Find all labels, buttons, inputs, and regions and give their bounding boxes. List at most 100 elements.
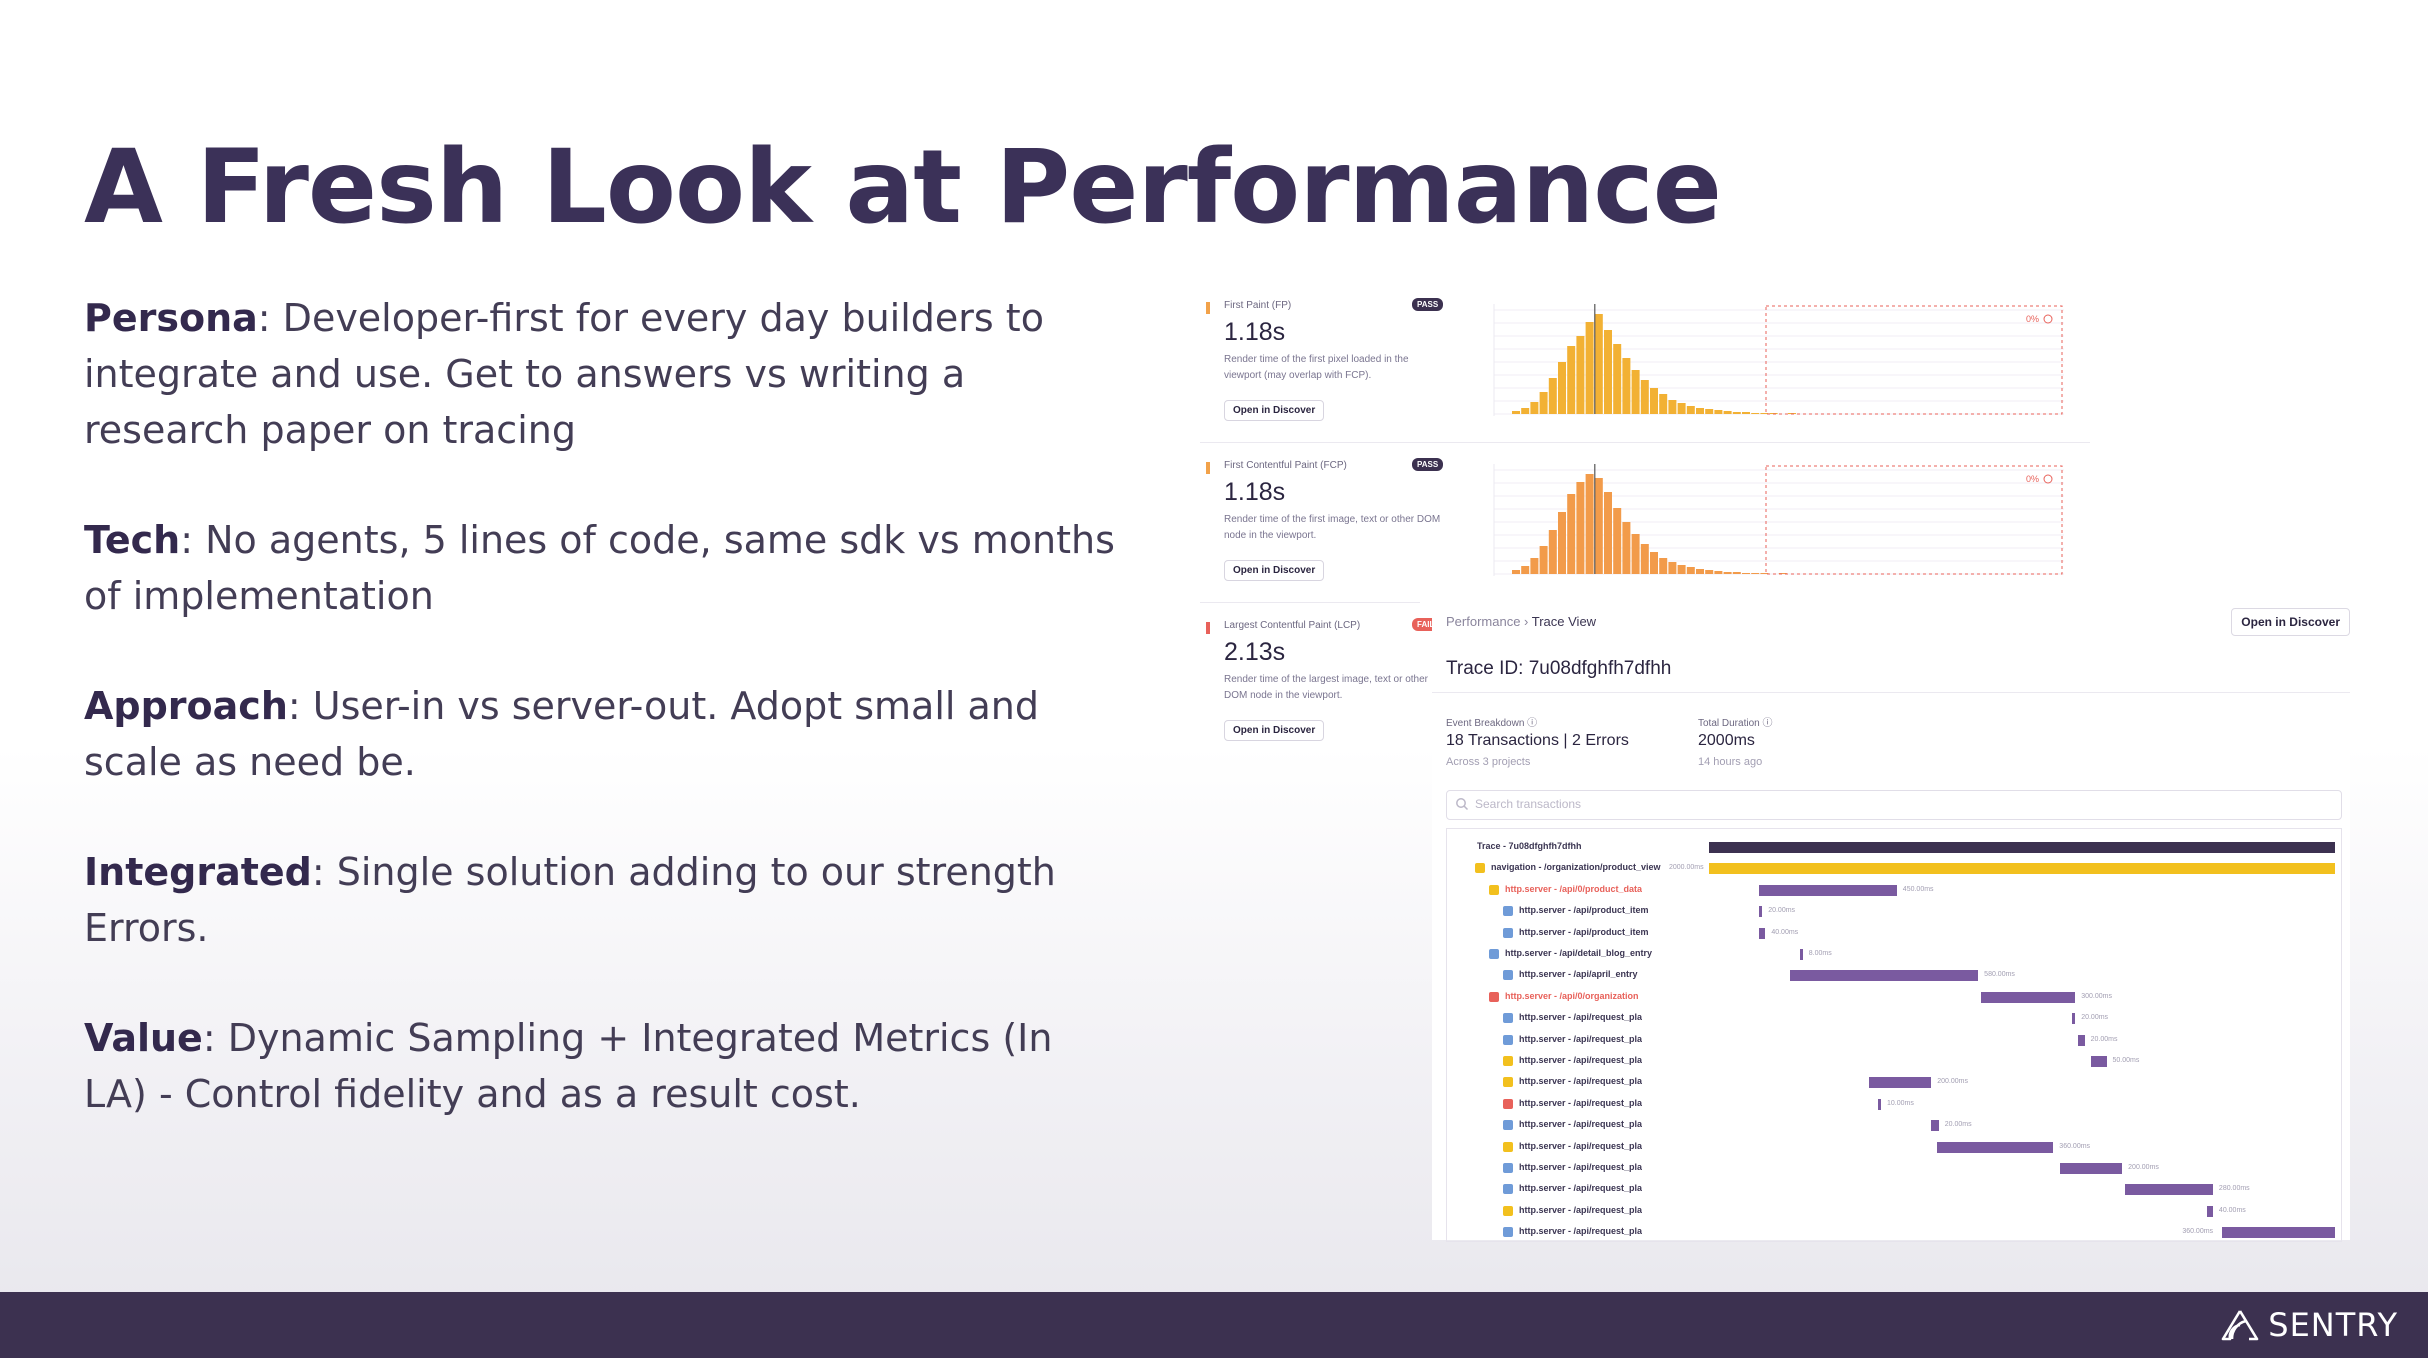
span-label: http.server - /api/request_pla — [1519, 1055, 1643, 1065]
histogram-bar — [1576, 336, 1585, 414]
span-duration: 360.00ms — [2182, 1228, 2214, 1236]
open-in-discover-button[interactable]: Open in Discover — [2231, 608, 2350, 636]
span-label: http.server - /api/april_entry — [1519, 969, 1638, 980]
histogram-bar — [1585, 322, 1594, 414]
table-row[interactable]: http.server - /api/request_pla 20.00ms — [1447, 1008, 2341, 1029]
search-icon — [1456, 798, 1469, 811]
span-bar — [1799, 949, 1803, 960]
histogram-bar — [1539, 546, 1548, 574]
span-bar — [1759, 884, 1897, 896]
histogram-bar — [1512, 411, 1520, 414]
table-row[interactable]: http.server - /api/request_pla 40.00ms — [1447, 1201, 2341, 1222]
status-badge: PASS — [1412, 458, 1444, 471]
histogram-bar — [1585, 474, 1594, 574]
table-row[interactable]: http.server - /api/request_pla 200.00ms — [1447, 1072, 2341, 1093]
histogram-bar — [1723, 572, 1732, 574]
span-icon — [1489, 949, 1499, 959]
warning-icon — [1489, 884, 1499, 895]
warning-icon — [1503, 1056, 1513, 1066]
table-row[interactable]: navigation - /organization/product_view 2… — [1447, 858, 2341, 879]
open-in-discover-button[interactable]: Open in Discover — [1224, 560, 1325, 581]
divider — [1200, 442, 2090, 443]
table-row[interactable]: Trace - 7u08dfghfh7dfhh — [1447, 837, 2341, 858]
histogram-bar — [1548, 530, 1557, 574]
table-row[interactable]: http.server - /api/request_pla 360.00ms — [1447, 1137, 2341, 1158]
breadcrumb-performance[interactable]: Performance — [1446, 614, 1521, 629]
slide-title: A Fresh Look at Performance — [84, 128, 1722, 247]
divider — [1200, 602, 1420, 603]
histogram-bar — [1613, 508, 1622, 574]
span-label: http.server - /api/0/organization — [1505, 990, 1639, 1001]
span-label: Trace - 7u08dfghfh7dfhh — [1477, 841, 1582, 851]
table-row[interactable]: http.server - /api/request_pla 200.00ms — [1447, 1158, 2341, 1179]
table-row[interactable]: http.server - /api/product_item 40.00ms — [1447, 923, 2341, 944]
bullet-integrated: Integrated: Single solution adding to ou… — [84, 844, 1124, 956]
status-badge: PASS — [1412, 298, 1444, 311]
span-bar — [1759, 927, 1766, 939]
histogram-bar — [1659, 558, 1668, 574]
span-duration: 40.00ms — [2218, 1206, 2246, 1214]
vital-value: 2.13s — [1224, 638, 1286, 666]
vital-histogram: 0% — [1493, 464, 2064, 576]
histogram-bar — [1742, 573, 1750, 574]
table-row[interactable]: http.server - /api/0/product_data 450.00m… — [1447, 880, 2341, 901]
event-breakdown-label: Event Breakdown ⓘ — [1446, 718, 1538, 729]
warning-icon — [1503, 1077, 1513, 1088]
table-row[interactable]: http.server - /api/request_pla 280.00ms — [1447, 1179, 2341, 1200]
vital-fcp: First Contentful Paint (FCP) PASS 1.18s … — [1200, 450, 2080, 608]
vital-lcp: Largest Contentful Paint (LCP) FAIL 2.13… — [1200, 610, 1440, 768]
table-row[interactable]: http.server - /api/detail_blog_entry 8.00… — [1447, 944, 2341, 965]
open-in-discover-button[interactable]: Open in Discover — [1224, 720, 1325, 741]
vital-status-bar — [1206, 302, 1210, 314]
histogram-bar — [1539, 392, 1548, 414]
span-bar — [1931, 1120, 1939, 1132]
histogram-bar — [1760, 413, 1769, 414]
search-placeholder: Search transactions — [1475, 797, 1582, 811]
histogram-bar — [1696, 408, 1704, 414]
span-bar — [2222, 1227, 2335, 1239]
warning-icon — [1503, 1205, 1513, 1216]
table-row[interactable]: http.server - /api/request_pla 20.00ms — [1447, 1115, 2341, 1136]
span-label: http.server - /api/product_item — [1519, 926, 1649, 937]
histogram-bar — [1512, 570, 1520, 574]
total-duration-label: Total Duration ⓘ — [1698, 718, 1773, 729]
histogram-bar — [1567, 346, 1576, 414]
table-row[interactable]: http.server - /api/request_pla 50.00ms — [1447, 1051, 2341, 1072]
span-label: http.server - /api/detail_blog_entry — [1505, 948, 1653, 958]
span-duration: 40.00ms — [1771, 928, 1799, 936]
span-bar — [2206, 1205, 2213, 1217]
histogram-bar — [1732, 572, 1741, 574]
table-row[interactable]: http.server - /api/april_entry 580.00ms — [1447, 965, 2341, 986]
vital-description: Render time of the first image, text or … — [1224, 514, 1441, 541]
error-icon — [1489, 991, 1499, 1002]
span-bar — [1981, 991, 2076, 1003]
table-row[interactable]: http.server - /api/request_pla 10.00ms — [1447, 1094, 2341, 1115]
search-transactions-input[interactable]: Search transactions — [1446, 790, 2342, 820]
vital-description: Render time of the first pixel loaded in… — [1224, 354, 1409, 381]
vital-value: 1.18s — [1224, 478, 1286, 506]
table-row[interactable]: http.server - /api/request_pla 360.00ms — [1447, 1222, 2341, 1243]
vital-name: First Contentful Paint (FCP) — [1224, 460, 1347, 471]
histogram-bar — [1723, 411, 1732, 414]
histogram-bar — [1558, 512, 1566, 574]
histogram-bar — [1751, 413, 1760, 414]
table-row[interactable]: http.server - /api/0/organization 300.00m… — [1447, 987, 2341, 1008]
histogram-bar — [1677, 565, 1686, 574]
open-in-discover-button[interactable]: Open in Discover — [1224, 400, 1325, 421]
histogram-bar — [1594, 314, 1603, 414]
histogram-bar — [1696, 569, 1704, 574]
histogram-bar — [1604, 492, 1612, 574]
table-row[interactable]: http.server - /api/request_pla 20.00ms — [1447, 1030, 2341, 1051]
span-bar — [2078, 1034, 2085, 1046]
bullet-term: Integrated — [84, 850, 312, 894]
sentry-logo-icon — [2221, 1310, 2259, 1341]
histogram-bar — [1521, 408, 1530, 414]
logo-text: SENTRY — [2268, 1306, 2398, 1344]
info-icon: ⓘ — [1762, 718, 1773, 729]
histogram-bar — [1640, 544, 1649, 574]
span-icon — [1503, 906, 1513, 917]
vital-name: First Paint (FP) — [1224, 300, 1292, 311]
histogram-bar — [1631, 370, 1640, 414]
bullet-text: : No agents, 5 lines of code, same sdk v… — [84, 518, 1115, 618]
table-row[interactable]: http.server - /api/product_item 20.00ms — [1447, 901, 2341, 922]
